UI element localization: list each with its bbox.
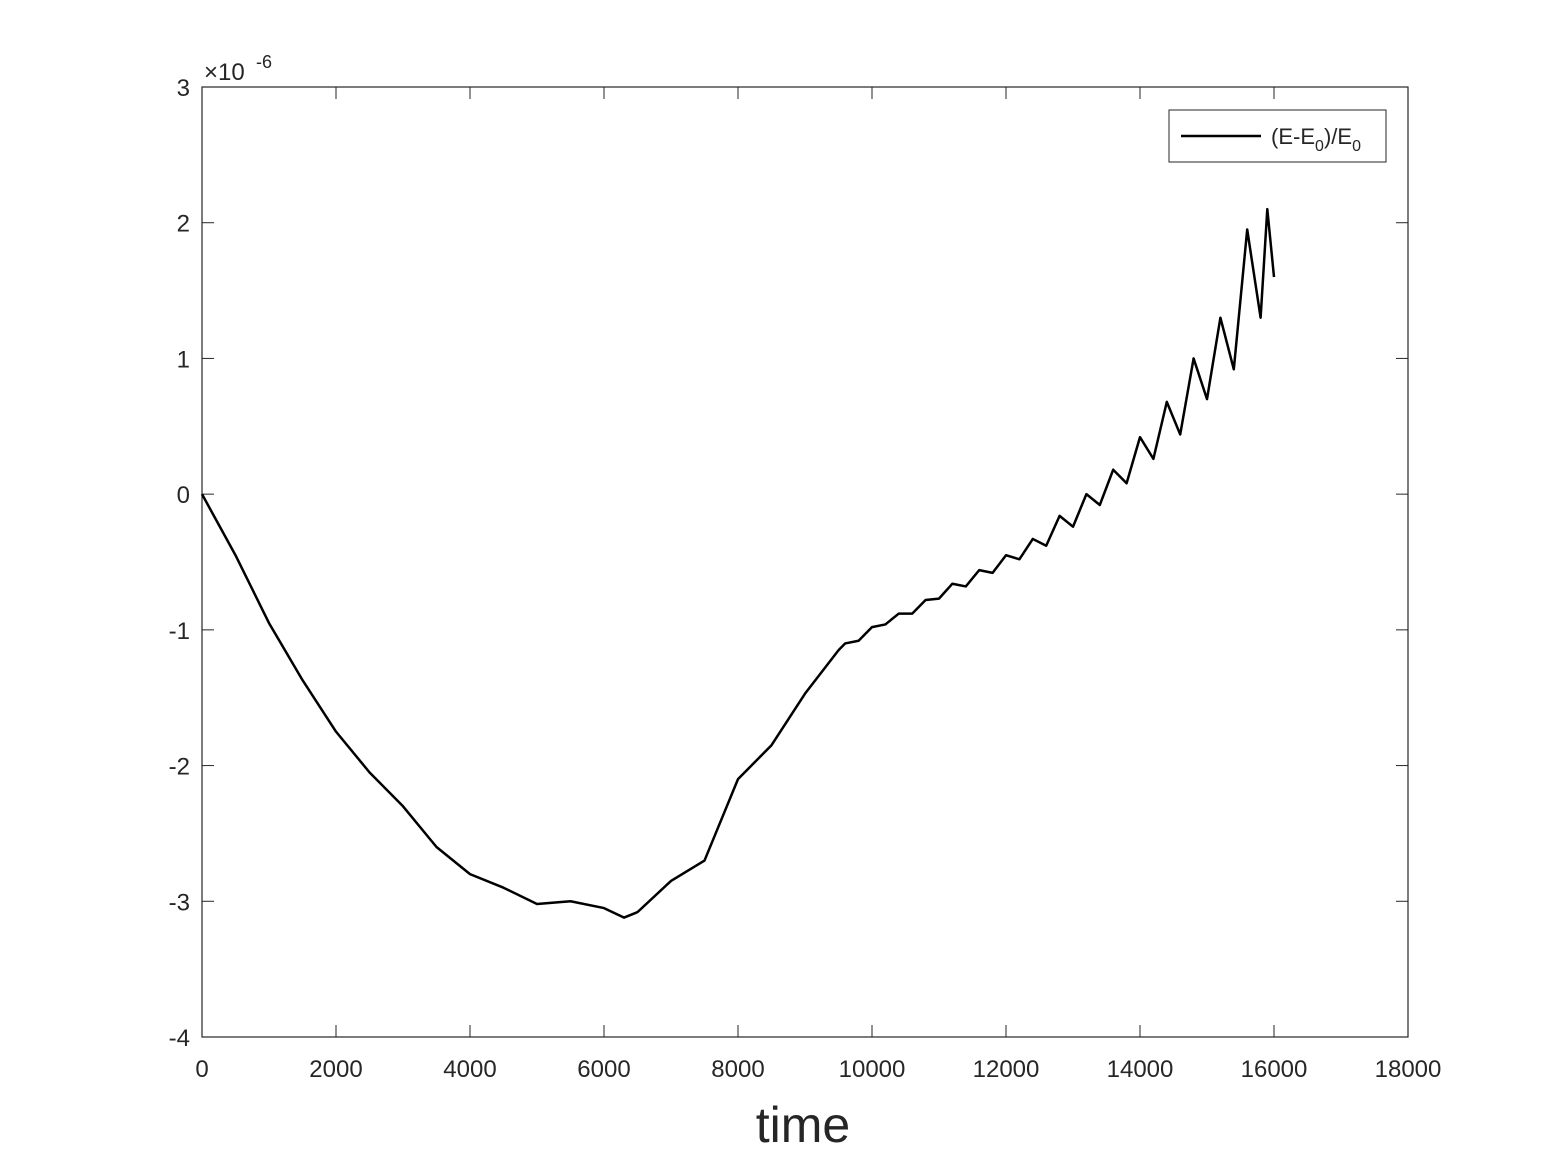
x-tick-label: 6000 [577,1056,630,1083]
x-tick-label: 8000 [711,1056,764,1083]
x-tick-label: 16000 [1241,1056,1308,1083]
y-tick-label: -1 [169,618,190,645]
x-tick-label: 18000 [1375,1056,1442,1083]
y-tick-label: 2 [177,211,190,238]
plot-area [201,86,1409,1038]
y-tick-label: -4 [169,1025,190,1052]
y-tick-label: 3 [177,75,190,102]
y-tick-label: 1 [177,346,190,373]
y-tick-label: 0 [177,482,190,509]
y-tick-label: -2 [169,754,190,781]
y-exponent: -6 [256,52,272,72]
x-tick-label: 0 [195,1056,208,1083]
x-tick-label: 4000 [443,1056,496,1083]
y-exponent-base: ×10 [204,59,245,86]
legend-label: (E-E0)/E0 [1271,124,1361,155]
x-axis-label: time [756,1097,850,1153]
data-line [200,207,1276,919]
x-tick-label: 14000 [1107,1056,1174,1083]
x-tick-label: 10000 [839,1056,906,1083]
y-tick-label: -3 [169,889,190,916]
x-tick-label: 12000 [973,1056,1040,1083]
x-tick-label: 2000 [309,1056,362,1083]
